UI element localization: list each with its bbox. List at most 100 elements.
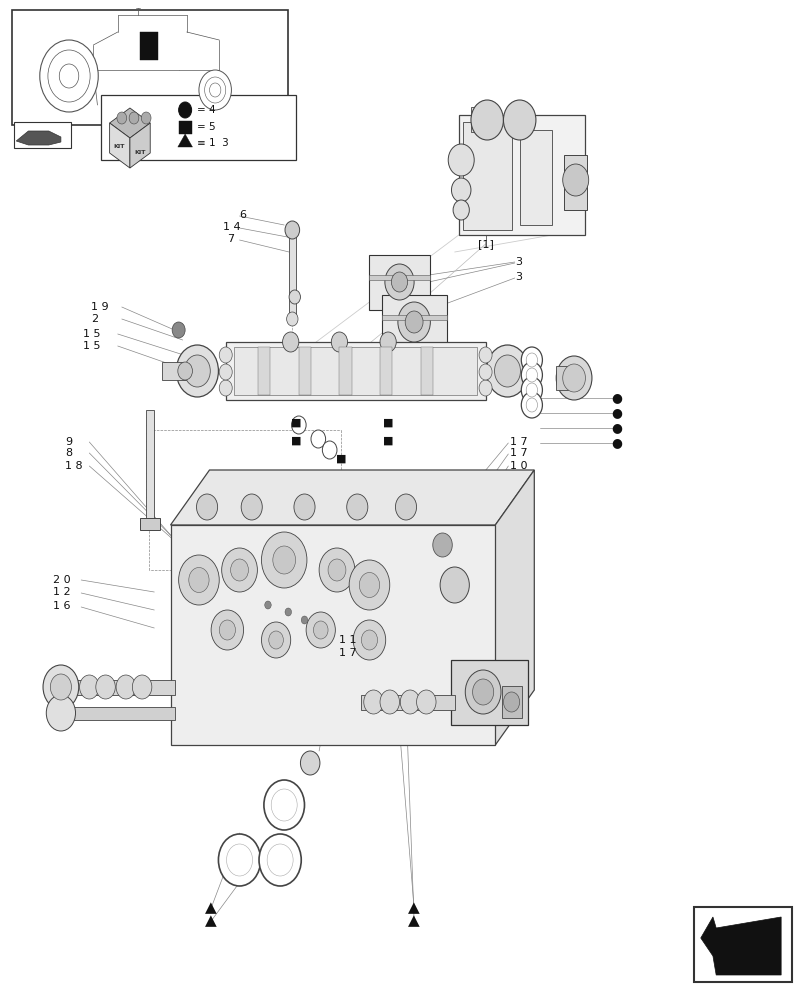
Circle shape xyxy=(397,302,430,342)
Circle shape xyxy=(272,546,295,574)
Circle shape xyxy=(521,377,542,403)
Bar xyxy=(369,255,430,310)
Bar xyxy=(519,130,551,225)
Bar xyxy=(14,122,71,148)
Bar xyxy=(57,707,174,720)
Bar xyxy=(564,155,586,210)
Circle shape xyxy=(353,620,385,660)
Circle shape xyxy=(294,494,315,520)
Circle shape xyxy=(331,332,347,352)
Circle shape xyxy=(199,70,231,110)
Text: 1 2: 1 2 xyxy=(53,587,71,597)
Circle shape xyxy=(261,622,290,658)
Circle shape xyxy=(285,221,299,239)
Text: ■: ■ xyxy=(291,418,301,428)
Bar xyxy=(289,232,295,320)
Circle shape xyxy=(184,355,210,387)
Text: = 4: = 4 xyxy=(196,105,215,115)
Text: ●: ● xyxy=(611,391,622,404)
Text: 1 0: 1 0 xyxy=(509,461,527,471)
Bar xyxy=(381,295,446,350)
Text: 7: 7 xyxy=(227,234,234,244)
Text: 1 5: 1 5 xyxy=(83,329,101,339)
Circle shape xyxy=(176,345,218,397)
Text: 1 5: 1 5 xyxy=(83,341,101,351)
Text: ≡ 1  3: ≡ 1 3 xyxy=(196,138,228,148)
Circle shape xyxy=(395,494,416,520)
Text: 2: 2 xyxy=(91,314,98,324)
Circle shape xyxy=(311,430,325,448)
Circle shape xyxy=(289,290,300,304)
Text: KIT: KIT xyxy=(114,144,125,149)
Bar xyxy=(146,410,154,525)
Text: 1 6: 1 6 xyxy=(53,601,71,611)
Text: 6: 6 xyxy=(239,210,247,220)
Circle shape xyxy=(178,362,192,380)
Circle shape xyxy=(416,690,436,714)
Circle shape xyxy=(346,494,367,520)
Text: ●: ● xyxy=(611,436,622,450)
Circle shape xyxy=(271,789,297,821)
Circle shape xyxy=(300,751,320,775)
Bar xyxy=(369,275,430,280)
Bar xyxy=(420,347,432,395)
Circle shape xyxy=(285,608,291,616)
Circle shape xyxy=(116,675,135,699)
Circle shape xyxy=(261,532,307,588)
Bar xyxy=(234,347,477,395)
Circle shape xyxy=(384,264,414,300)
Text: 1 4: 1 4 xyxy=(223,222,241,232)
Bar xyxy=(462,122,511,230)
Text: ■: ■ xyxy=(291,436,301,446)
Text: KIT: KIT xyxy=(134,150,145,155)
Circle shape xyxy=(432,533,452,557)
Circle shape xyxy=(96,675,115,699)
Text: 1 9: 1 9 xyxy=(91,302,109,312)
Circle shape xyxy=(526,368,537,382)
Circle shape xyxy=(241,494,262,520)
Polygon shape xyxy=(109,108,150,138)
Text: ▲: ▲ xyxy=(408,900,419,916)
Circle shape xyxy=(328,559,345,581)
Text: = 5: = 5 xyxy=(196,122,215,132)
Circle shape xyxy=(132,675,152,699)
Circle shape xyxy=(556,356,591,400)
Circle shape xyxy=(503,692,519,712)
Circle shape xyxy=(494,355,520,387)
Bar xyxy=(12,10,288,125)
Circle shape xyxy=(219,347,232,363)
Text: ■: ■ xyxy=(383,418,393,428)
Polygon shape xyxy=(130,123,150,168)
Circle shape xyxy=(178,555,219,605)
Circle shape xyxy=(526,353,537,367)
Circle shape xyxy=(196,494,217,520)
Text: ●: ● xyxy=(611,406,622,420)
Circle shape xyxy=(188,568,209,592)
Circle shape xyxy=(129,112,139,124)
Text: ▲: ▲ xyxy=(205,914,217,928)
Text: ▲: ▲ xyxy=(408,914,419,928)
Circle shape xyxy=(521,392,542,418)
Circle shape xyxy=(358,572,379,597)
Circle shape xyxy=(291,416,306,434)
Circle shape xyxy=(521,362,542,388)
Circle shape xyxy=(267,844,293,876)
Circle shape xyxy=(172,322,185,338)
Bar xyxy=(380,347,392,395)
Circle shape xyxy=(178,102,191,118)
Circle shape xyxy=(230,559,248,581)
Circle shape xyxy=(218,834,260,886)
Bar xyxy=(339,347,351,395)
Circle shape xyxy=(503,100,535,140)
Polygon shape xyxy=(495,470,534,745)
Circle shape xyxy=(448,144,474,176)
Circle shape xyxy=(211,610,243,650)
Text: 8: 8 xyxy=(65,448,72,458)
Circle shape xyxy=(286,312,298,326)
Circle shape xyxy=(43,665,79,709)
Circle shape xyxy=(79,675,99,699)
Circle shape xyxy=(219,380,232,396)
Circle shape xyxy=(219,620,235,640)
Circle shape xyxy=(117,112,127,124)
Bar xyxy=(470,107,499,132)
